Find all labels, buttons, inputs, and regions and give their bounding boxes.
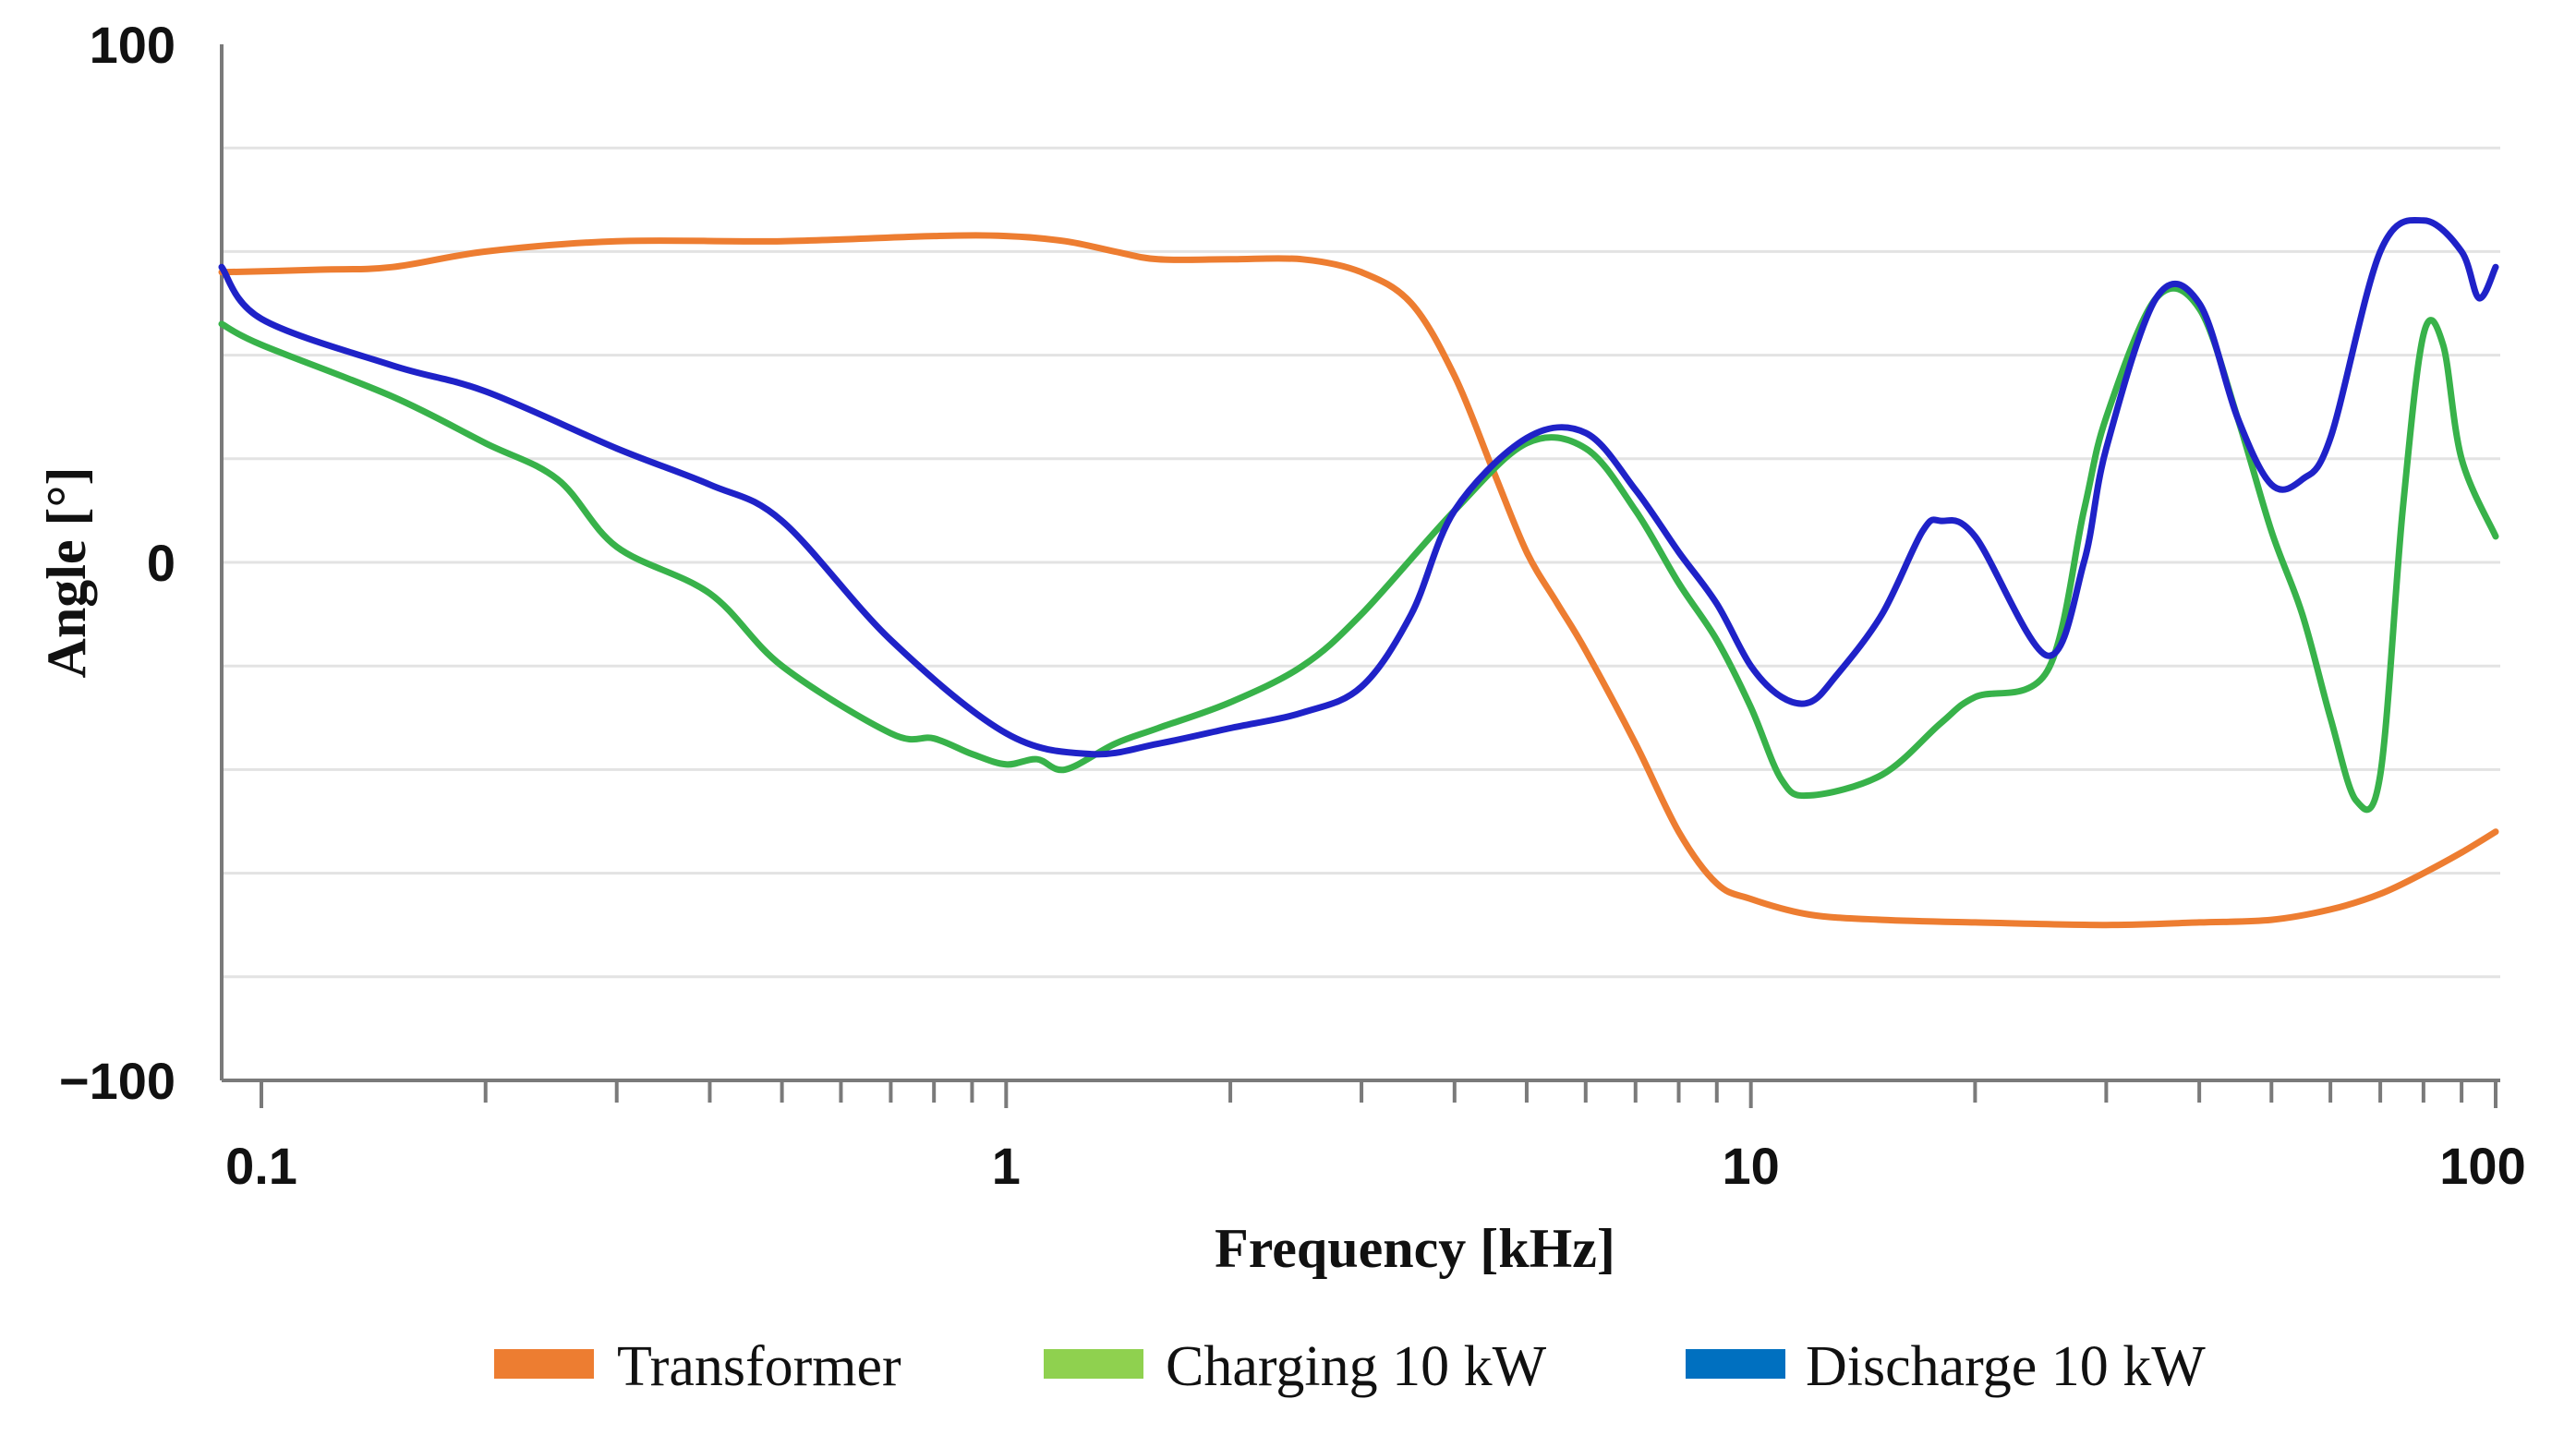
series-line-transformer xyxy=(218,232,2499,929)
legend-label-charging-10kw: Charging 10 kW xyxy=(1166,1335,1547,1398)
legend-swatch-charging-10kw xyxy=(1044,1349,1143,1379)
series-line-discharge-10kw xyxy=(218,216,2499,758)
x-axis-title: Frequency [kHz] xyxy=(1215,1218,1615,1279)
x-axis-ticks xyxy=(260,1080,2497,1108)
y-tick-label-bottom: −100 xyxy=(59,1052,175,1110)
x-tick-label-0-1: 0.1 xyxy=(225,1137,297,1195)
x-tick-label-10: 10 xyxy=(1723,1137,1780,1195)
series-line-charging-10kw xyxy=(218,284,2499,814)
legend-label-transformer: Transformer xyxy=(617,1335,901,1398)
legend-swatch-transformer xyxy=(494,1349,594,1379)
legend: Transformer Charging 10 kW Discharge 10 … xyxy=(494,1335,2206,1398)
legend-swatch-discharge-10kw xyxy=(1686,1349,1785,1379)
y-tick-label-top: 100 xyxy=(90,16,175,74)
gridlines xyxy=(222,146,2500,979)
y-tick-label-zero: 0 xyxy=(147,534,175,592)
x-tick-label-1: 1 xyxy=(992,1137,1021,1195)
x-tick-label-100: 100 xyxy=(2439,1137,2525,1195)
y-axis-title: Angle [°] xyxy=(36,467,97,679)
legend-label-discharge-10kw: Discharge 10 kW xyxy=(1806,1335,2206,1398)
